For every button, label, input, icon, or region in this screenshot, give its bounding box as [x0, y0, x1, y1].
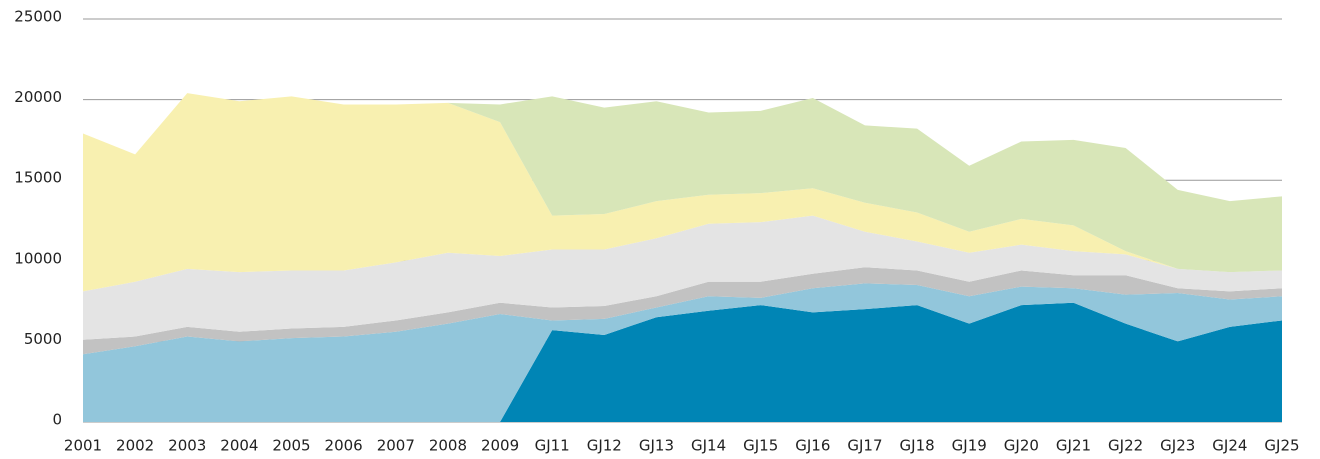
x-tick-label: GJ23 — [1160, 437, 1195, 455]
x-tick-label: GJ19 — [952, 437, 987, 455]
x-tick-label: 2003 — [168, 437, 206, 455]
x-tick-label: 2004 — [220, 437, 258, 455]
area — [83, 93, 1282, 273]
y-tick-label: 15000 — [14, 169, 62, 187]
area — [83, 283, 1282, 422]
x-tick-label: GJ20 — [1004, 437, 1039, 455]
area — [83, 302, 1282, 422]
x-tick-label: 2001 — [64, 437, 102, 455]
x-tick-label: 2005 — [272, 437, 310, 455]
x-tick-label: 2007 — [377, 437, 415, 455]
x-tick-label: GJ16 — [795, 437, 830, 455]
area — [83, 93, 1282, 292]
x-tick-label: GJ15 — [743, 437, 778, 455]
x-tick-label: GJ11 — [535, 437, 570, 455]
x-tick-label: 2002 — [116, 437, 154, 455]
x-tick-label: GJ17 — [847, 437, 882, 455]
x-tick-label: GJ18 — [900, 437, 935, 455]
x-tick-label: GJ21 — [1056, 437, 1091, 455]
x-tick-label: GJ12 — [587, 437, 622, 455]
y-tick-label: 0 — [52, 411, 62, 429]
area — [83, 267, 1282, 355]
x-tick-label: GJ24 — [1212, 437, 1247, 455]
x-tick-label: 2009 — [481, 437, 519, 455]
x-tick-label: 2008 — [429, 437, 467, 455]
y-tick-label: 25000 — [14, 8, 62, 26]
y-tick-label: 10000 — [14, 249, 62, 267]
area — [83, 215, 1282, 340]
x-tick-label: 2006 — [325, 437, 363, 455]
y-tick-label: 5000 — [24, 330, 62, 348]
x-tick-label: GJ22 — [1108, 437, 1143, 455]
x-tick-label: GJ14 — [691, 437, 726, 455]
x-tick-label: GJ25 — [1264, 437, 1299, 455]
y-tick-label: 20000 — [14, 88, 62, 106]
x-tick-label: GJ13 — [639, 437, 674, 455]
